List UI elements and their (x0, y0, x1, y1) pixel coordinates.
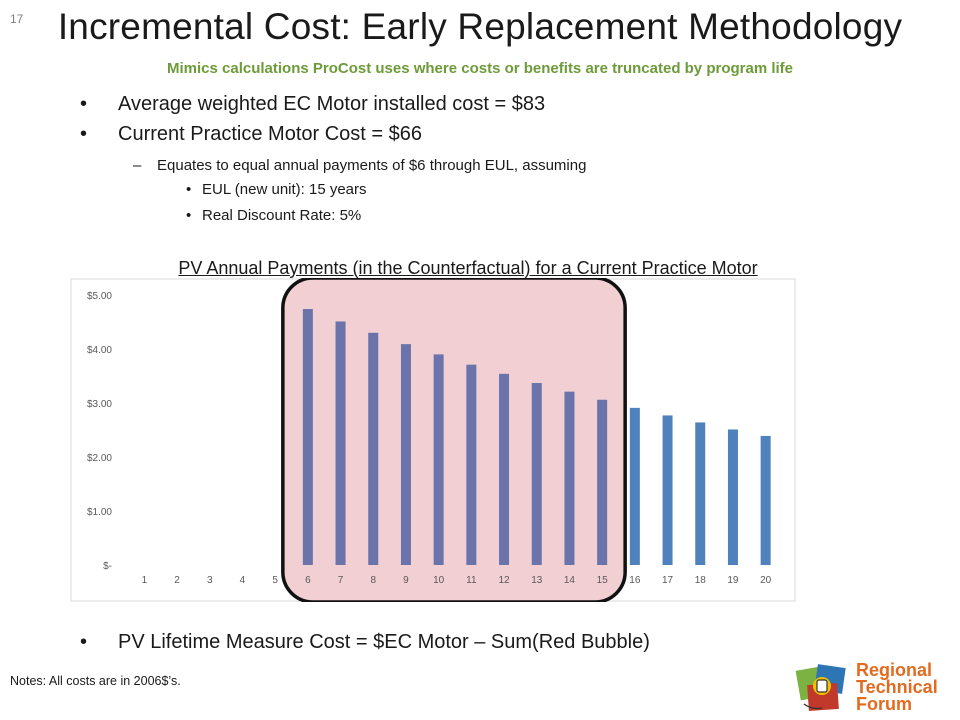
bar-18 (695, 422, 706, 565)
logo-line-1: Regional (856, 660, 933, 680)
bar-20 (760, 435, 771, 565)
x-tick-label: 16 (629, 575, 641, 586)
bar-17 (662, 415, 673, 565)
x-tick-label: 14 (564, 575, 576, 586)
x-tick-label: 11 (466, 575, 477, 586)
bullet-average-cost: Average weighted EC Motor installed cost… (80, 93, 545, 116)
bar-11 (466, 364, 477, 565)
rtf-logo-text: Regional Technical Forum (856, 660, 938, 714)
chart-title: PV Annual Payments (in the Counterfactua… (178, 258, 758, 278)
x-tick-label: 17 (662, 575, 674, 586)
x-tick-label: 13 (531, 575, 543, 586)
y-tick-label: $4.00 (87, 345, 112, 356)
bar-13 (531, 383, 542, 565)
x-tick-label: 4 (240, 575, 246, 586)
x-tick-label: 10 (433, 575, 445, 586)
bar-10 (433, 354, 444, 565)
y-tick-label: $3.00 (87, 399, 112, 410)
logo-line-3: Forum (856, 694, 912, 714)
bar-6 (302, 309, 313, 565)
x-tick-label: 20 (760, 575, 772, 586)
bar-chart: $-$1.00$2.00$3.00$4.00$5.001 2 3 4 5 6 7 8 9 10 11… (70, 278, 796, 602)
bullet-current-practice: Current Practice Motor Cost = $66 (80, 123, 422, 146)
bar-16 (629, 407, 640, 565)
bullet-discount-rate: Real Discount Rate: 5% (186, 207, 361, 224)
bullet-pv-lifetime: PV Lifetime Measure Cost = $EC Motor – S… (80, 631, 650, 654)
notes: Notes: All costs are in 2006$’s. (10, 674, 181, 688)
x-tick-label: 6 (305, 575, 311, 586)
logo-line-2: Technical (856, 677, 938, 697)
x-tick-label: 5 (272, 575, 278, 586)
slide-subtitle: Mimics calculations ProCost uses where c… (166, 60, 793, 77)
x-tick-label: 3 (207, 575, 213, 586)
x-tick-label: 1 (142, 575, 148, 586)
x-tick-label: 2 (174, 575, 180, 586)
bar-12 (499, 373, 510, 565)
bar-7 (335, 321, 346, 565)
bar-15 (597, 399, 608, 565)
bar-19 (727, 429, 738, 565)
rtf-logo-emblem (795, 664, 846, 712)
x-tick-label: 12 (498, 575, 510, 586)
slide-title: Incremental Cost: Early Replacement Meth… (57, 6, 903, 47)
bar-8 (368, 332, 379, 565)
slide-number: 17 (10, 12, 24, 26)
x-tick-label: 18 (695, 575, 707, 586)
rtf-logo: Regional Technical Forum (792, 660, 952, 718)
y-tick-label: $1.00 (87, 507, 112, 518)
bar-14 (564, 391, 575, 565)
x-tick-label: 15 (597, 575, 609, 586)
bullet-equates: Equates to equal annual payments of $6 t… (133, 157, 586, 174)
x-tick-label: 7 (338, 575, 344, 586)
x-tick-label: 8 (370, 575, 376, 586)
x-tick-label: 19 (727, 575, 739, 586)
y-tick-label: $2.00 (87, 453, 112, 464)
x-tick-label: 9 (403, 575, 409, 586)
bullet-eul: EUL (new unit): 15 years (186, 181, 366, 198)
y-tick-label: $- (103, 561, 112, 572)
y-tick-label: $5.00 (87, 291, 112, 302)
bar-9 (400, 344, 411, 565)
